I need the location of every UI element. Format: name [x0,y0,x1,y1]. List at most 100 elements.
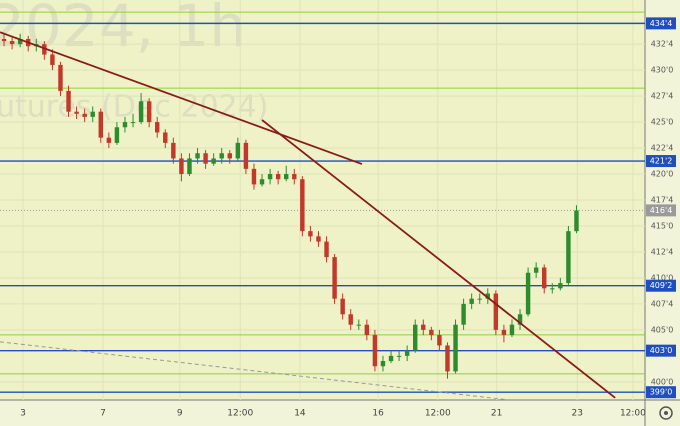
candle-body [171,142,176,159]
y-tick-label: 400'0 [651,377,674,386]
candle-body [509,324,515,336]
axes: 3 7 9 12:00 14 16 12:00 21 23 12:00 432'4 430'0 427'… [20,17,676,419]
candle-body [195,153,200,159]
watermark: utures (Dec 2024) [0,90,268,125]
candle-body [324,241,329,258]
x-tick-label: 14 [294,409,306,419]
x-tick-label: 7 [100,409,106,419]
candle-body [219,153,224,159]
candle-body [429,329,434,336]
gear-center[interactable] [664,411,668,415]
level-tag [646,386,676,399]
candle-body [453,324,458,372]
y-tick-label: 410'0 [651,273,674,282]
candle-body [284,174,289,180]
x-tick-label: 3 [20,409,26,419]
candle-body [477,298,482,300]
level-tag [646,279,676,292]
candle-body [316,236,321,242]
y-tick-label: 412'4 [651,247,674,256]
trendline [261,119,616,399]
level-tag [646,155,676,168]
x-tick-label: 12:00 [227,409,253,419]
y-tick-label: 430'0 [651,66,674,75]
x-tick-label: 12:00 [620,409,646,419]
y-tick-label: 417'4 [651,196,674,205]
candle-body [155,122,160,133]
candle-body [292,174,297,180]
candle-body [348,314,353,325]
candle-body [396,355,402,357]
candle-body [42,44,47,55]
y-tick-label: 425'0 [651,118,674,127]
candle-body [122,122,128,128]
candle-body [308,231,313,237]
candle-body [179,158,184,175]
candle-body [114,127,120,143]
candle-body [533,267,539,273]
candle-body [558,283,563,289]
y-tick-label: 432'4 [651,40,674,49]
candle-body [187,158,192,175]
candle-body [445,345,450,372]
candle-body [267,174,273,180]
x-tick-label: 9 [177,409,183,419]
candle-body [300,179,305,232]
x-tick-label: 16 [372,409,384,419]
candle-body [413,324,418,351]
candle-body [106,137,112,143]
candle-body [130,122,136,124]
candle-body [574,210,579,232]
watermark-group: 2024, 1h utures (Dec 2024) [0,0,268,125]
level-label: 403'0 [650,346,673,355]
candle-body [437,335,442,346]
watermark: 2024, 1h [0,0,246,60]
level-label: 416'4 [650,206,673,215]
candle-body [211,158,216,164]
x-tick-label: 12:00 [425,409,451,419]
candle-body [227,153,232,159]
y-tick-label: 415'0 [651,221,674,230]
candle-body [380,361,386,367]
candle-body [356,324,361,326]
candle-body [58,64,63,91]
candle-body [203,153,208,164]
candle-body [517,314,523,325]
candle-body [146,101,152,123]
candle-body [82,113,87,117]
candle-body [372,335,378,367]
candle-body [163,132,168,143]
x-tick-label: 21 [491,409,502,419]
level-label: 434'4 [650,19,673,28]
candle-body [1,38,7,42]
candle-body [340,298,345,315]
candle-body [461,303,466,325]
gear[interactable] [659,406,673,420]
candle-body [74,111,79,114]
x-tick-label: 23 [572,409,583,419]
candle-body [259,179,265,185]
level-label: 399'0 [650,388,673,397]
candle-body [98,111,103,138]
trendline [0,31,363,165]
candle-body [251,168,257,185]
candle-body [17,38,23,45]
candle-body [235,142,241,159]
candle-body [66,90,71,112]
candle-body [50,54,55,65]
candle-body [550,288,555,290]
trendline [0,341,505,400]
level-tag [646,204,676,217]
candle-body [525,272,531,315]
y-tick-label: 405'0 [651,325,674,334]
level-tag [646,17,676,30]
candle-body [275,174,281,180]
y-tick-label: 422'4 [651,144,674,153]
settings-icon[interactable] [659,406,673,420]
level-label: 421'2 [650,157,673,166]
candle-body [332,257,337,299]
candle-body [138,101,144,123]
time-axis [0,400,645,426]
